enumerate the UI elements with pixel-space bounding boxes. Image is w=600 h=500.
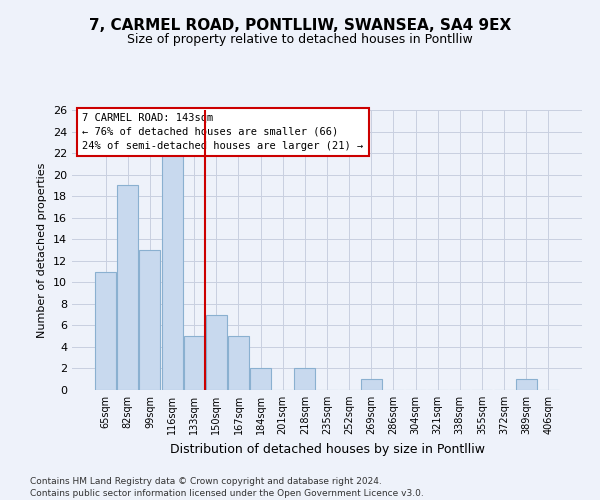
Text: 7, CARMEL ROAD, PONTLLIW, SWANSEA, SA4 9EX: 7, CARMEL ROAD, PONTLLIW, SWANSEA, SA4 9…: [89, 18, 511, 32]
Bar: [228, 336, 249, 390]
Y-axis label: Number of detached properties: Number of detached properties: [37, 162, 47, 338]
Bar: [161, 153, 182, 390]
Text: 7 CARMEL ROAD: 143sqm
← 76% of detached houses are smaller (66)
24% of semi-deta: 7 CARMEL ROAD: 143sqm ← 76% of detached …: [82, 113, 364, 151]
Bar: [184, 336, 205, 390]
Text: Size of property relative to detached houses in Pontlliw: Size of property relative to detached ho…: [127, 32, 473, 46]
Bar: [118, 186, 139, 390]
Bar: [515, 379, 536, 390]
Bar: [361, 379, 382, 390]
Bar: [139, 250, 160, 390]
Bar: [295, 368, 316, 390]
Text: Contains HM Land Registry data © Crown copyright and database right 2024.: Contains HM Land Registry data © Crown c…: [30, 478, 382, 486]
Bar: [95, 272, 116, 390]
Bar: [206, 314, 227, 390]
Bar: [250, 368, 271, 390]
Text: Contains public sector information licensed under the Open Government Licence v3: Contains public sector information licen…: [30, 489, 424, 498]
X-axis label: Distribution of detached houses by size in Pontlliw: Distribution of detached houses by size …: [170, 442, 485, 456]
